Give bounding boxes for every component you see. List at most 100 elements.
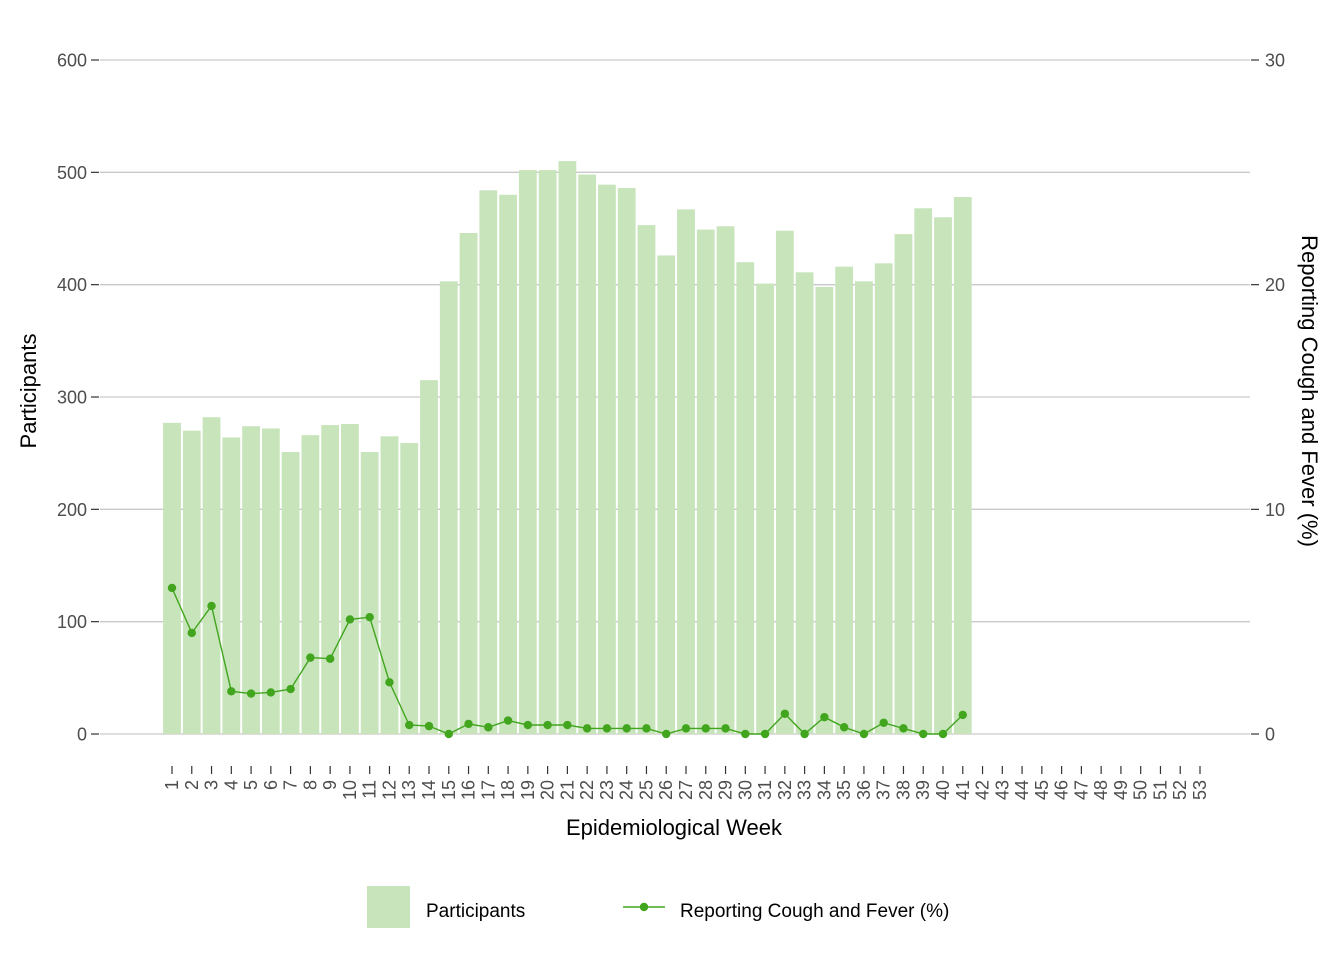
x-tick-label: 9 bbox=[320, 780, 340, 790]
x-tick-label: 40 bbox=[933, 780, 953, 800]
data-point bbox=[859, 729, 869, 739]
bar bbox=[400, 443, 419, 734]
data-point bbox=[958, 710, 967, 720]
x-tick-label: 10 bbox=[340, 780, 360, 800]
x-tick-label: 8 bbox=[300, 780, 320, 790]
data-point bbox=[187, 628, 196, 638]
bar bbox=[775, 230, 794, 734]
data-point bbox=[227, 687, 236, 696]
y2-tick-label: 10 bbox=[1265, 500, 1285, 520]
data-point bbox=[405, 720, 414, 730]
data-point bbox=[602, 724, 612, 733]
x-tick-label: 12 bbox=[379, 780, 399, 800]
bar bbox=[459, 232, 478, 734]
x-tick-label: 22 bbox=[577, 780, 597, 800]
x-tick-label: 25 bbox=[636, 780, 656, 800]
x-tick-label: 33 bbox=[795, 780, 815, 800]
bar bbox=[934, 217, 952, 734]
x-tick-label: 35 bbox=[834, 780, 854, 800]
data-point bbox=[563, 720, 572, 730]
legend-bar-label: Participants bbox=[426, 901, 525, 922]
x-tick-label: 6 bbox=[261, 780, 281, 790]
x-tick-label: 43 bbox=[992, 780, 1012, 800]
data-point bbox=[246, 689, 256, 698]
y-axis-left: 0 100 200 300 400 500 600 bbox=[57, 51, 99, 745]
data-point bbox=[325, 654, 335, 663]
legend-bar-swatch bbox=[367, 886, 410, 928]
x-tick-label: 39 bbox=[913, 780, 933, 800]
data-point bbox=[839, 723, 849, 732]
bar bbox=[914, 208, 933, 734]
data-point bbox=[345, 615, 355, 624]
bar bbox=[479, 190, 498, 735]
bar bbox=[874, 263, 893, 734]
x-tick-label: 50 bbox=[1131, 780, 1151, 800]
data-point bbox=[800, 729, 809, 739]
data-point bbox=[721, 724, 730, 733]
y2-tick-label: 20 bbox=[1265, 275, 1285, 295]
bar bbox=[242, 426, 260, 734]
bar bbox=[637, 225, 656, 734]
x-tick-label: 11 bbox=[360, 780, 380, 799]
x-tick-label: 14 bbox=[419, 780, 439, 800]
x-tick-label: 13 bbox=[399, 780, 419, 800]
data-point bbox=[266, 688, 276, 697]
x-tick-label: 32 bbox=[775, 780, 795, 800]
data-point bbox=[642, 724, 651, 733]
data-point bbox=[622, 724, 631, 733]
data-point bbox=[820, 712, 829, 722]
x-tick-label: 49 bbox=[1111, 780, 1131, 800]
x-axis: 1 2 3 4 5 6 7 8 9 10 11 12 13 14 15 16 17 18 19 20 21 22 23 24 2… bbox=[162, 766, 1210, 800]
x-tick-label: 5 bbox=[241, 780, 261, 790]
bar bbox=[598, 184, 616, 734]
data-point bbox=[899, 724, 908, 733]
x-tick-label: 38 bbox=[893, 780, 913, 800]
bar bbox=[518, 170, 537, 734]
legend-line-marker bbox=[639, 902, 649, 912]
y-axis-right: 0 10 20 30 bbox=[1251, 51, 1285, 745]
y-axis-title: Participants bbox=[16, 334, 41, 449]
bar bbox=[301, 435, 320, 734]
bar bbox=[202, 417, 221, 734]
data-point bbox=[286, 684, 295, 694]
bar bbox=[795, 272, 814, 734]
x-tick-label: 16 bbox=[459, 780, 479, 800]
bar bbox=[281, 452, 300, 734]
bar bbox=[657, 255, 676, 734]
data-point bbox=[662, 729, 671, 739]
bar bbox=[894, 234, 913, 734]
x-tick-label: 18 bbox=[498, 780, 518, 800]
x-axis-title: Epidemiological Week bbox=[566, 815, 783, 840]
data-point bbox=[741, 729, 750, 739]
x-tick-label: 34 bbox=[814, 780, 834, 800]
bar bbox=[261, 428, 280, 734]
y-tick-label: 500 bbox=[57, 163, 87, 183]
y-tick-label: 400 bbox=[57, 275, 87, 295]
x-tick-label: 7 bbox=[281, 780, 301, 790]
bar bbox=[736, 262, 755, 734]
x-tick-label: 45 bbox=[1032, 780, 1052, 800]
bar bbox=[163, 422, 181, 734]
bar bbox=[558, 161, 577, 735]
x-tick-label: 44 bbox=[1012, 780, 1032, 800]
line-series bbox=[167, 583, 967, 739]
data-point bbox=[523, 720, 533, 730]
x-tick-label: 2 bbox=[182, 780, 202, 790]
x-tick-label: 41 bbox=[953, 780, 973, 800]
data-point bbox=[385, 678, 394, 687]
x-tick-label: 53 bbox=[1190, 780, 1210, 800]
bar bbox=[578, 174, 597, 734]
bar bbox=[617, 188, 636, 734]
data-point bbox=[543, 720, 552, 730]
data-point bbox=[503, 716, 513, 725]
y2-tick-label: 0 bbox=[1265, 725, 1275, 745]
data-point bbox=[306, 653, 315, 662]
data-point bbox=[207, 601, 216, 611]
data-point bbox=[464, 719, 473, 729]
x-tick-label: 15 bbox=[439, 780, 459, 800]
bar bbox=[756, 283, 774, 734]
x-tick-label: 23 bbox=[597, 780, 617, 800]
bar bbox=[439, 281, 458, 734]
y2-tick-label: 30 bbox=[1265, 51, 1285, 71]
